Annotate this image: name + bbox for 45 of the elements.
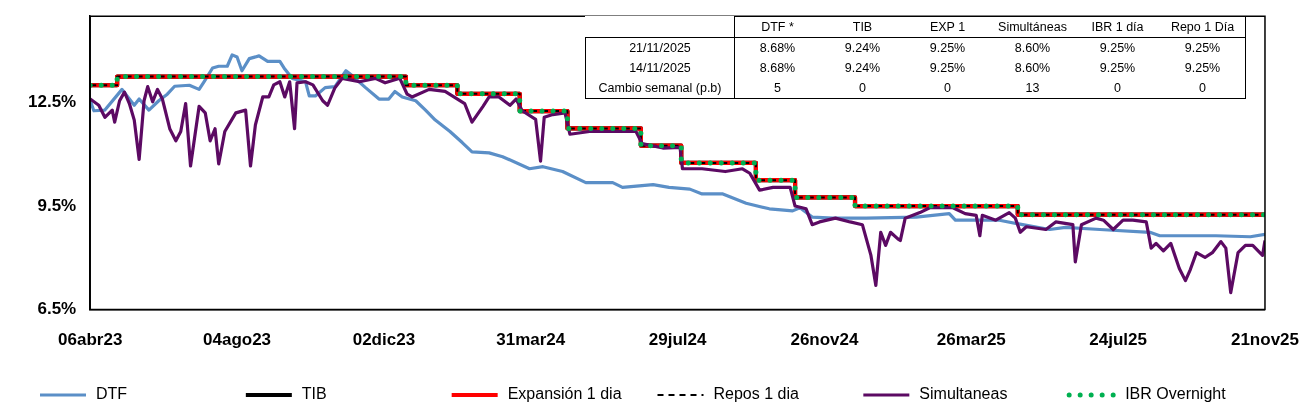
annotation: 8.60%	[1013, 40, 1052, 57]
legend-label: TIB	[301, 385, 327, 403]
annotation: 14/11/2025	[585, 58, 735, 78]
annotation: 9.25%	[1098, 60, 1137, 77]
x-tick-label: 02dic23	[352, 330, 416, 350]
legend-label: Repos 1 dia	[713, 385, 799, 403]
annotation: 13	[990, 78, 1075, 99]
annotation: Repo 1 Día	[1160, 16, 1246, 38]
legend-label: IBR Overnight	[1125, 385, 1227, 403]
annotation: 9.25%	[928, 40, 967, 57]
x-tick-label: 06abr23	[58, 330, 123, 350]
x-tick-label: 29jul24	[648, 330, 707, 350]
annotation: EXP 1	[905, 16, 990, 38]
annotation: TIB	[820, 16, 905, 38]
x-tick-label: 26nov24	[790, 330, 859, 350]
x-tick-label: 04ago23	[203, 330, 272, 350]
y-tick-label: 9.5%	[37, 195, 77, 215]
annotation: 0	[1160, 78, 1246, 99]
annotation: Simultáneas	[990, 16, 1075, 38]
annotation: 21/11/2025	[585, 37, 735, 58]
annotation: Cambio semanal (p.b)	[585, 78, 735, 99]
annotation: 9.25%	[928, 60, 967, 77]
annotation: 9.25%	[1160, 37, 1246, 58]
legend-label: Expansión 1 dia	[507, 385, 622, 403]
legend-label: Simultaneas	[919, 385, 1008, 403]
annotation: 8.68%	[734, 58, 820, 78]
annotation: 0	[905, 78, 990, 99]
annotation: 8.60%	[1013, 60, 1052, 77]
y-tick-label: 12.5%	[28, 92, 77, 112]
y-tick-label: 6.5%	[37, 299, 77, 319]
annotation: 9.25%	[1098, 40, 1137, 57]
annotation: 0	[1075, 78, 1160, 99]
annotation: 0	[820, 78, 905, 99]
legend-label: DTF	[96, 385, 128, 403]
annotation: 9.25%	[1160, 58, 1246, 78]
annotation: DTF *	[734, 16, 820, 38]
annotation: 9.24%	[843, 60, 882, 77]
annotation: IBR 1 día	[1075, 16, 1160, 38]
annotation: 8.68%	[734, 37, 820, 58]
x-tick-label: 26mar25	[936, 330, 1006, 350]
annotation: 9.24%	[843, 40, 882, 57]
annotation: 5	[734, 78, 820, 99]
x-tick-label: 21nov25	[1230, 330, 1299, 350]
x-tick-label: 24jul25	[1089, 330, 1147, 350]
x-tick-label: 31mar24	[496, 330, 566, 350]
